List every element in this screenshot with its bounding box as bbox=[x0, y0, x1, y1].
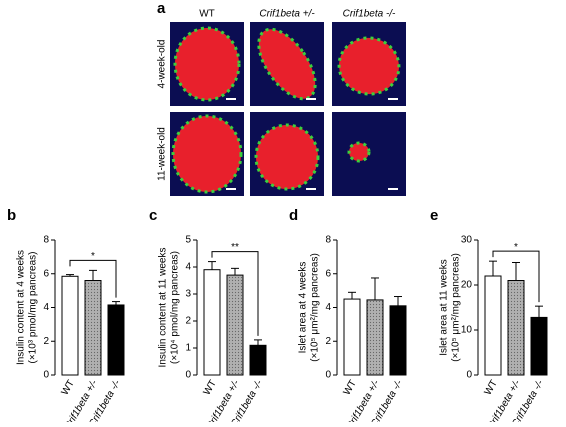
bar bbox=[203, 269, 221, 376]
y-tick-label: 3 bbox=[185, 289, 191, 300]
bar bbox=[249, 344, 267, 376]
significance-label: ** bbox=[231, 242, 239, 253]
column-label: Crif1beta +/- bbox=[259, 9, 315, 20]
significance-label: * bbox=[514, 242, 518, 253]
bar bbox=[107, 304, 125, 376]
islet bbox=[337, 36, 401, 96]
x-tick-label: WT bbox=[342, 378, 359, 397]
bar bbox=[84, 280, 102, 376]
y-axis-label: Islet area at 4 weeks bbox=[298, 262, 309, 354]
y-tick-label: 6 bbox=[43, 268, 49, 279]
bar bbox=[389, 305, 407, 376]
y-tick-label: 8 bbox=[325, 235, 331, 246]
y-axis-label: (×10⁴ pmol/mg pancreas) bbox=[170, 251, 181, 364]
bar bbox=[484, 275, 502, 376]
islet bbox=[173, 26, 241, 102]
significance-bracket bbox=[69, 259, 117, 298]
bar bbox=[226, 274, 244, 376]
y-tick-label: 4 bbox=[325, 302, 331, 313]
y-tick-label: 0 bbox=[325, 370, 331, 381]
y-tick-label: 4 bbox=[185, 262, 191, 273]
x-tick-label: WT bbox=[60, 378, 77, 397]
y-tick-label: 4 bbox=[43, 302, 49, 313]
panel-label: c bbox=[149, 207, 157, 224]
y-tick-label: 0 bbox=[185, 370, 191, 381]
bar bbox=[343, 298, 361, 376]
y-axis-label: (×10⁵ μm²/mg pancreas) bbox=[451, 253, 462, 362]
y-axis-label: Insulin content at 11 weeks bbox=[158, 248, 169, 368]
y-tick-label: 2 bbox=[43, 336, 49, 347]
y-tick-label: 8 bbox=[43, 235, 49, 246]
y-axis-label: (×10³ pmol/mg pancreas) bbox=[28, 252, 39, 364]
islet bbox=[171, 114, 243, 194]
y-tick-label: 5 bbox=[185, 235, 191, 246]
x-tick-label: WT bbox=[202, 378, 219, 397]
islet bbox=[254, 123, 320, 191]
y-tick-label: 2 bbox=[325, 336, 331, 347]
x-tick-label: WT bbox=[483, 378, 500, 397]
significance-bracket bbox=[211, 251, 259, 336]
column-label: Crif1beta -/- bbox=[343, 9, 396, 20]
y-tick-label: 1 bbox=[185, 343, 191, 354]
y-axis-label: Insulin content at 4 weeks bbox=[16, 250, 27, 365]
bar bbox=[507, 280, 525, 376]
y-tick-label: 0 bbox=[466, 370, 472, 381]
islet bbox=[257, 27, 317, 101]
row-label: 4-week-old bbox=[157, 40, 168, 89]
bar bbox=[366, 299, 384, 376]
panel-label: b bbox=[7, 207, 16, 224]
y-tick-label: 0 bbox=[43, 370, 49, 381]
islet bbox=[347, 141, 371, 163]
y-tick-label: 20 bbox=[461, 280, 473, 291]
y-tick-label: 30 bbox=[461, 235, 473, 246]
panel-label: d bbox=[289, 207, 298, 224]
column-label: WT bbox=[199, 9, 215, 20]
y-tick-label: 2 bbox=[185, 316, 191, 327]
y-tick-label: 10 bbox=[461, 325, 473, 336]
bar bbox=[61, 275, 79, 376]
bar bbox=[530, 316, 548, 376]
panel-label: e bbox=[430, 207, 438, 224]
significance-label: * bbox=[91, 251, 95, 262]
significance-bracket bbox=[492, 250, 540, 303]
y-tick-label: 6 bbox=[325, 268, 331, 279]
y-axis-label: Islet area at 11 weeks bbox=[439, 259, 450, 356]
y-axis-label: (×10⁵ μm²/mg pancreas) bbox=[310, 253, 321, 362]
panel-label: a bbox=[157, 0, 166, 17]
row-label: 11-week-old bbox=[157, 127, 168, 181]
